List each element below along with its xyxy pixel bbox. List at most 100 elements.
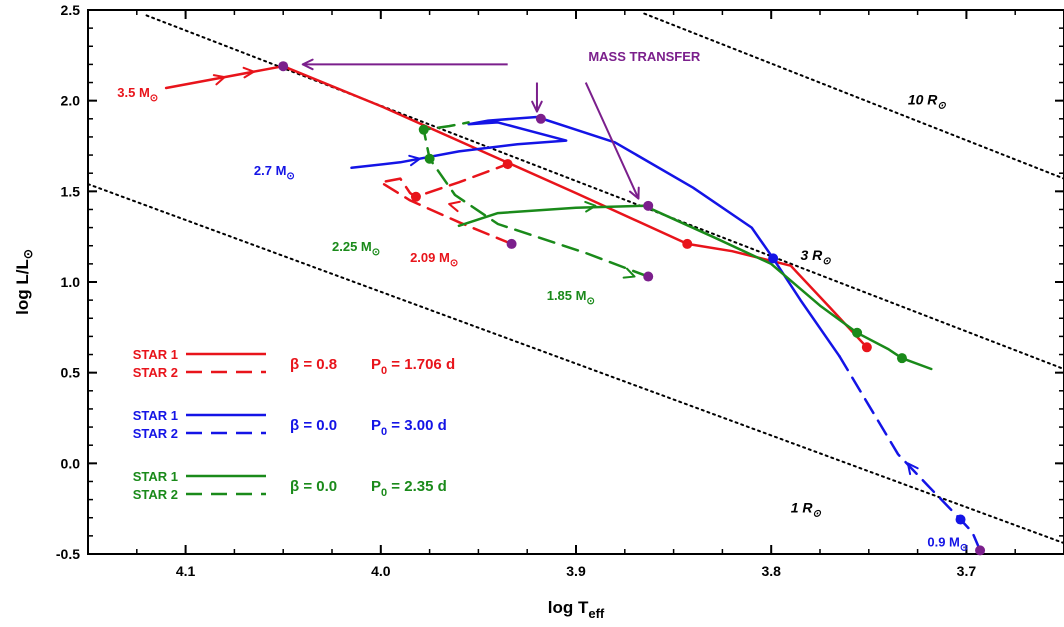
x-tick-label: 3.9 <box>566 563 586 579</box>
y-tick-label: 2.5 <box>61 2 81 18</box>
legend-period: P0 = 2.35 d <box>371 478 447 499</box>
mass-label-main: 1.85 M <box>547 288 587 303</box>
legend-period: P0 = 1.706 d <box>371 356 455 377</box>
legend-period: P0 = 3.00 d <box>371 417 447 438</box>
y-tick-label: 2.0 <box>61 93 81 109</box>
mass-label-main: 2.25 M <box>332 239 372 254</box>
mass-transfer-annotation: MASS TRANSFER <box>301 49 701 200</box>
direction-arrow-head <box>906 462 919 476</box>
series-blue-star-2 <box>838 355 982 552</box>
mass-label-main: 3.5 M <box>117 85 150 100</box>
legend-period-p: P <box>371 417 381 434</box>
mass-label-main: 0.9 M <box>927 535 960 550</box>
mass-label-sub: ⊙ <box>372 247 380 258</box>
legend-period-value: = 3.00 d <box>387 417 447 434</box>
marker-green <box>418 124 429 135</box>
legend-period-p: P <box>371 356 381 373</box>
x-tick-label: 3.7 <box>957 563 977 579</box>
radius-label-main: 10 R <box>908 91 938 107</box>
radius-label-sub: ⊙ <box>813 508 822 519</box>
legend-entry-blue: STAR 1 STAR 2 β = 0.0 P0 = 3.00 d <box>133 408 447 441</box>
y-tick-label: 0.0 <box>61 455 81 471</box>
x-axis-title: log Teff <box>548 598 605 621</box>
mass-label-main: 2.09 M <box>410 250 450 265</box>
mass-transfer-arrow-head <box>301 58 314 71</box>
mass-label: 3.5 M⊙ <box>117 85 158 104</box>
legend-row-label: STAR 1 <box>133 469 178 484</box>
track-markers <box>278 61 986 556</box>
direction-arrow-head <box>448 200 461 213</box>
marker-blue <box>768 253 779 264</box>
series-green-star-2 <box>422 121 650 278</box>
radius-line <box>643 12 1064 180</box>
legend-beta: β = 0.0 <box>290 478 337 495</box>
marker-red <box>861 342 872 353</box>
y-tick-label: 1.0 <box>61 274 81 290</box>
y-tick-label: 0.5 <box>61 365 81 381</box>
y-axis-title-main: log L/L <box>13 259 32 315</box>
x-tick-label: 3.8 <box>761 563 781 579</box>
mass-transfer-arrow-head <box>629 186 640 200</box>
marker-green <box>896 353 907 364</box>
direction-arrows <box>212 66 919 476</box>
direction-arrow-head <box>212 74 226 86</box>
legend-entry-red: STAR 1 STAR 2 β = 0.8 P0 = 1.706 d <box>133 347 455 380</box>
series-blue-star-1 <box>350 115 841 358</box>
x-axis-title-main: log T <box>548 598 589 617</box>
radius-label: 10 R⊙ <box>908 91 947 111</box>
radius-label: 3 R⊙ <box>800 247 831 267</box>
marker-purple <box>535 113 546 124</box>
legend-period-value: = 2.35 d <box>387 478 447 495</box>
mass-label-sub: ⊙ <box>150 93 158 104</box>
mass-labels: 1 R⊙3 R⊙10 R⊙3.5 M⊙2.7 M⊙2.25 M⊙ 2.09 M⊙1… <box>117 85 968 554</box>
marker-purple <box>643 200 654 211</box>
mass-transfer-label: MASS TRANSFER <box>588 49 701 64</box>
legend-row-label: STAR 2 <box>133 426 178 441</box>
mass-transfer-arrow-head <box>531 100 543 113</box>
series-red-star-1 <box>164 64 869 349</box>
mass-label-sub: ⊙ <box>450 258 458 269</box>
legend-beta: β = 0.8 <box>290 356 337 373</box>
marker-green <box>424 153 435 164</box>
series-red-star-2 <box>379 162 513 246</box>
mass-label-sub: ⊙ <box>286 171 294 182</box>
mass-transfer-arrow <box>584 82 640 200</box>
x-axis-title-sub: eff <box>588 606 605 621</box>
radius-line <box>88 183 1064 545</box>
radius-label-main: 1 R <box>791 499 814 515</box>
marker-purple <box>506 238 517 249</box>
mass-label: 2.09 M⊙ <box>410 250 458 269</box>
radius-line <box>145 14 1064 371</box>
y-tick-label: -0.5 <box>56 546 80 562</box>
x-tick-label: 4.1 <box>176 563 196 579</box>
marker-blue <box>955 514 966 525</box>
series-green-star-1 <box>457 204 933 371</box>
legend-entry-green: STAR 1 STAR 2 β = 0.0 P0 = 2.35 d <box>133 469 447 502</box>
legend-period-sub: 0 <box>381 365 387 377</box>
y-tick-label: 1.5 <box>61 183 81 199</box>
legend-period-sub: 0 <box>381 487 387 499</box>
direction-arrow-head <box>622 267 636 279</box>
mass-label: 1.85 M⊙ <box>547 288 595 307</box>
legend-row-label: STAR 1 <box>133 347 178 362</box>
radius-lines <box>88 12 1064 545</box>
legend-row-label: STAR 2 <box>133 487 178 502</box>
radius-label: 1 R⊙ <box>791 499 822 519</box>
evolution-tracks <box>164 64 982 552</box>
mass-label-sub: ⊙ <box>586 296 594 307</box>
marker-red <box>502 159 513 170</box>
direction-arrow-head <box>584 200 597 213</box>
legend-period-p: P <box>371 478 381 495</box>
marker-red <box>410 191 421 202</box>
radius-label-sub: ⊙ <box>822 256 831 267</box>
marker-green <box>852 327 863 338</box>
radius-label-main: 3 R <box>800 247 823 263</box>
marker-purple <box>975 545 986 556</box>
mass-label: 2.7 M⊙ <box>254 163 295 182</box>
marker-purple <box>278 61 289 72</box>
x-tick-label: 4.0 <box>371 563 391 579</box>
legend-row-label: STAR 2 <box>133 365 178 380</box>
mass-label-main: 2.7 M <box>254 163 287 178</box>
